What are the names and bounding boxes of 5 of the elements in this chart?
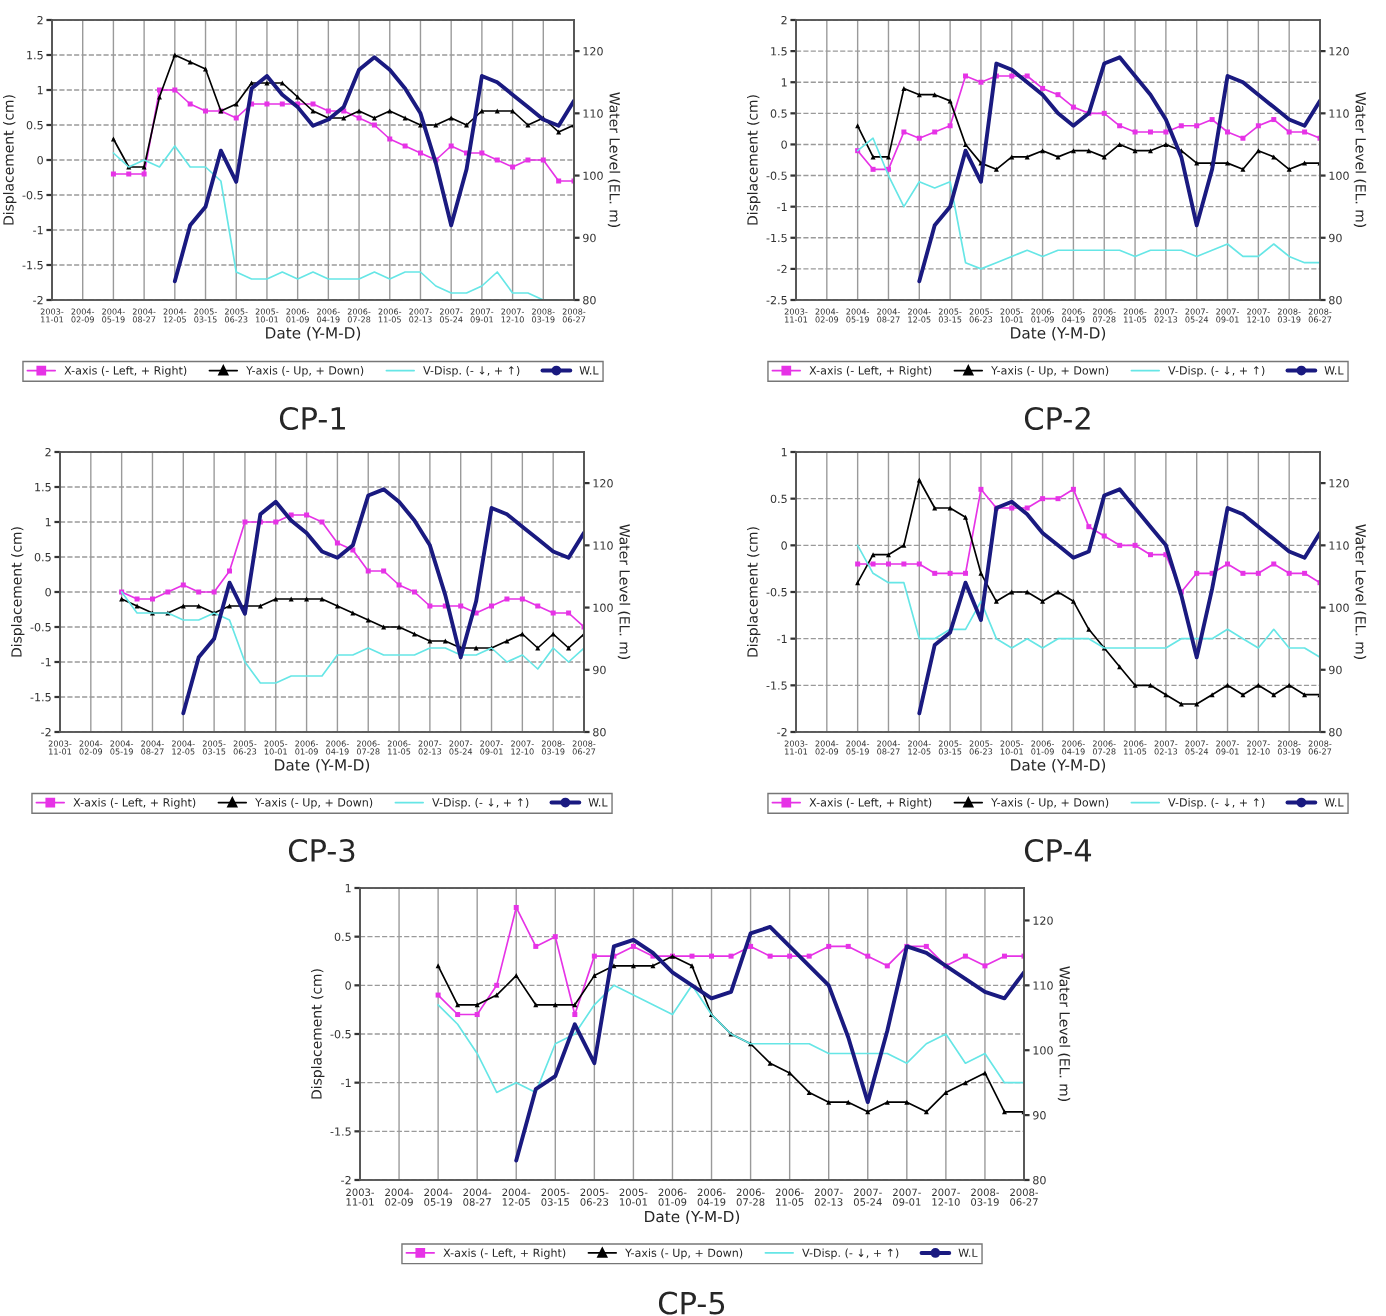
text: CP-5 [658, 1291, 725, 1315]
text: CP-4 [1024, 838, 1092, 863]
text: CP-1 [279, 406, 345, 431]
text: CP-2 [1024, 406, 1090, 431]
text: CP-3 [288, 838, 355, 863]
